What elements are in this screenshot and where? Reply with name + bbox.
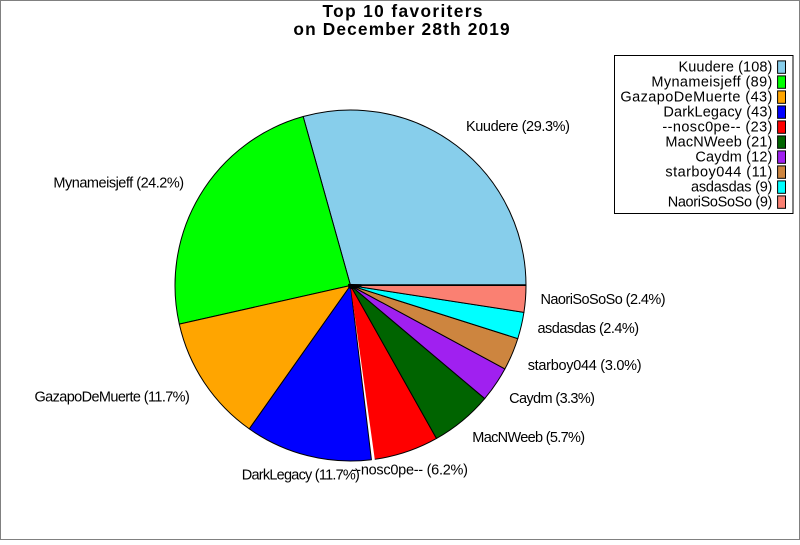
svg-text:NaoriSoSoSo (9): NaoriSoSoSo (9) [668,195,773,211]
svg-text:--nosc0pe-- (6.2%): --nosc0pe-- (6.2%) [352,463,468,479]
svg-text:asdasdas (2.4%): asdasdas (2.4%) [538,321,640,337]
svg-text:DarkLegacy (43): DarkLegacy (43) [663,105,772,121]
svg-text:MacNWeeb (5.7%): MacNWeeb (5.7%) [472,430,585,446]
svg-text:Caydm (12): Caydm (12) [695,150,772,166]
svg-text:NaoriSoSoSo (2.4%): NaoriSoSoSo (2.4%) [541,292,666,308]
svg-text:GazapoDeMuerte (11.7%): GazapoDeMuerte (11.7%) [35,389,190,405]
svg-text:GazapoDeMuerte (43): GazapoDeMuerte (43) [620,90,772,106]
svg-text:starboy044 (11): starboy044 (11) [665,165,772,181]
svg-text:Kuudere (29.3%): Kuudere (29.3%) [466,119,570,135]
svg-text:MacNWeeb (21): MacNWeeb (21) [665,135,772,151]
svg-text:on December 28th 2019: on December 28th 2019 [293,19,509,39]
svg-text:Caydm (3.3%): Caydm (3.3%) [509,391,595,407]
svg-text:Kuudere (108): Kuudere (108) [679,60,773,76]
svg-text:Mynameisjeff (89): Mynameisjeff (89) [651,75,772,91]
svg-text:Mynameisjeff (24.2%): Mynameisjeff (24.2%) [53,175,184,191]
svg-text:asdasdas (9): asdasdas (9) [691,180,772,196]
svg-text:Top 10 favoriters: Top 10 favoriters [323,1,483,21]
svg-text:starboy044 (3.0%): starboy044 (3.0%) [528,358,642,374]
svg-text:DarkLegacy (11.7%): DarkLegacy (11.7%) [242,467,360,483]
svg-text:--nosc0pe-- (23): --nosc0pe-- (23) [662,120,772,136]
